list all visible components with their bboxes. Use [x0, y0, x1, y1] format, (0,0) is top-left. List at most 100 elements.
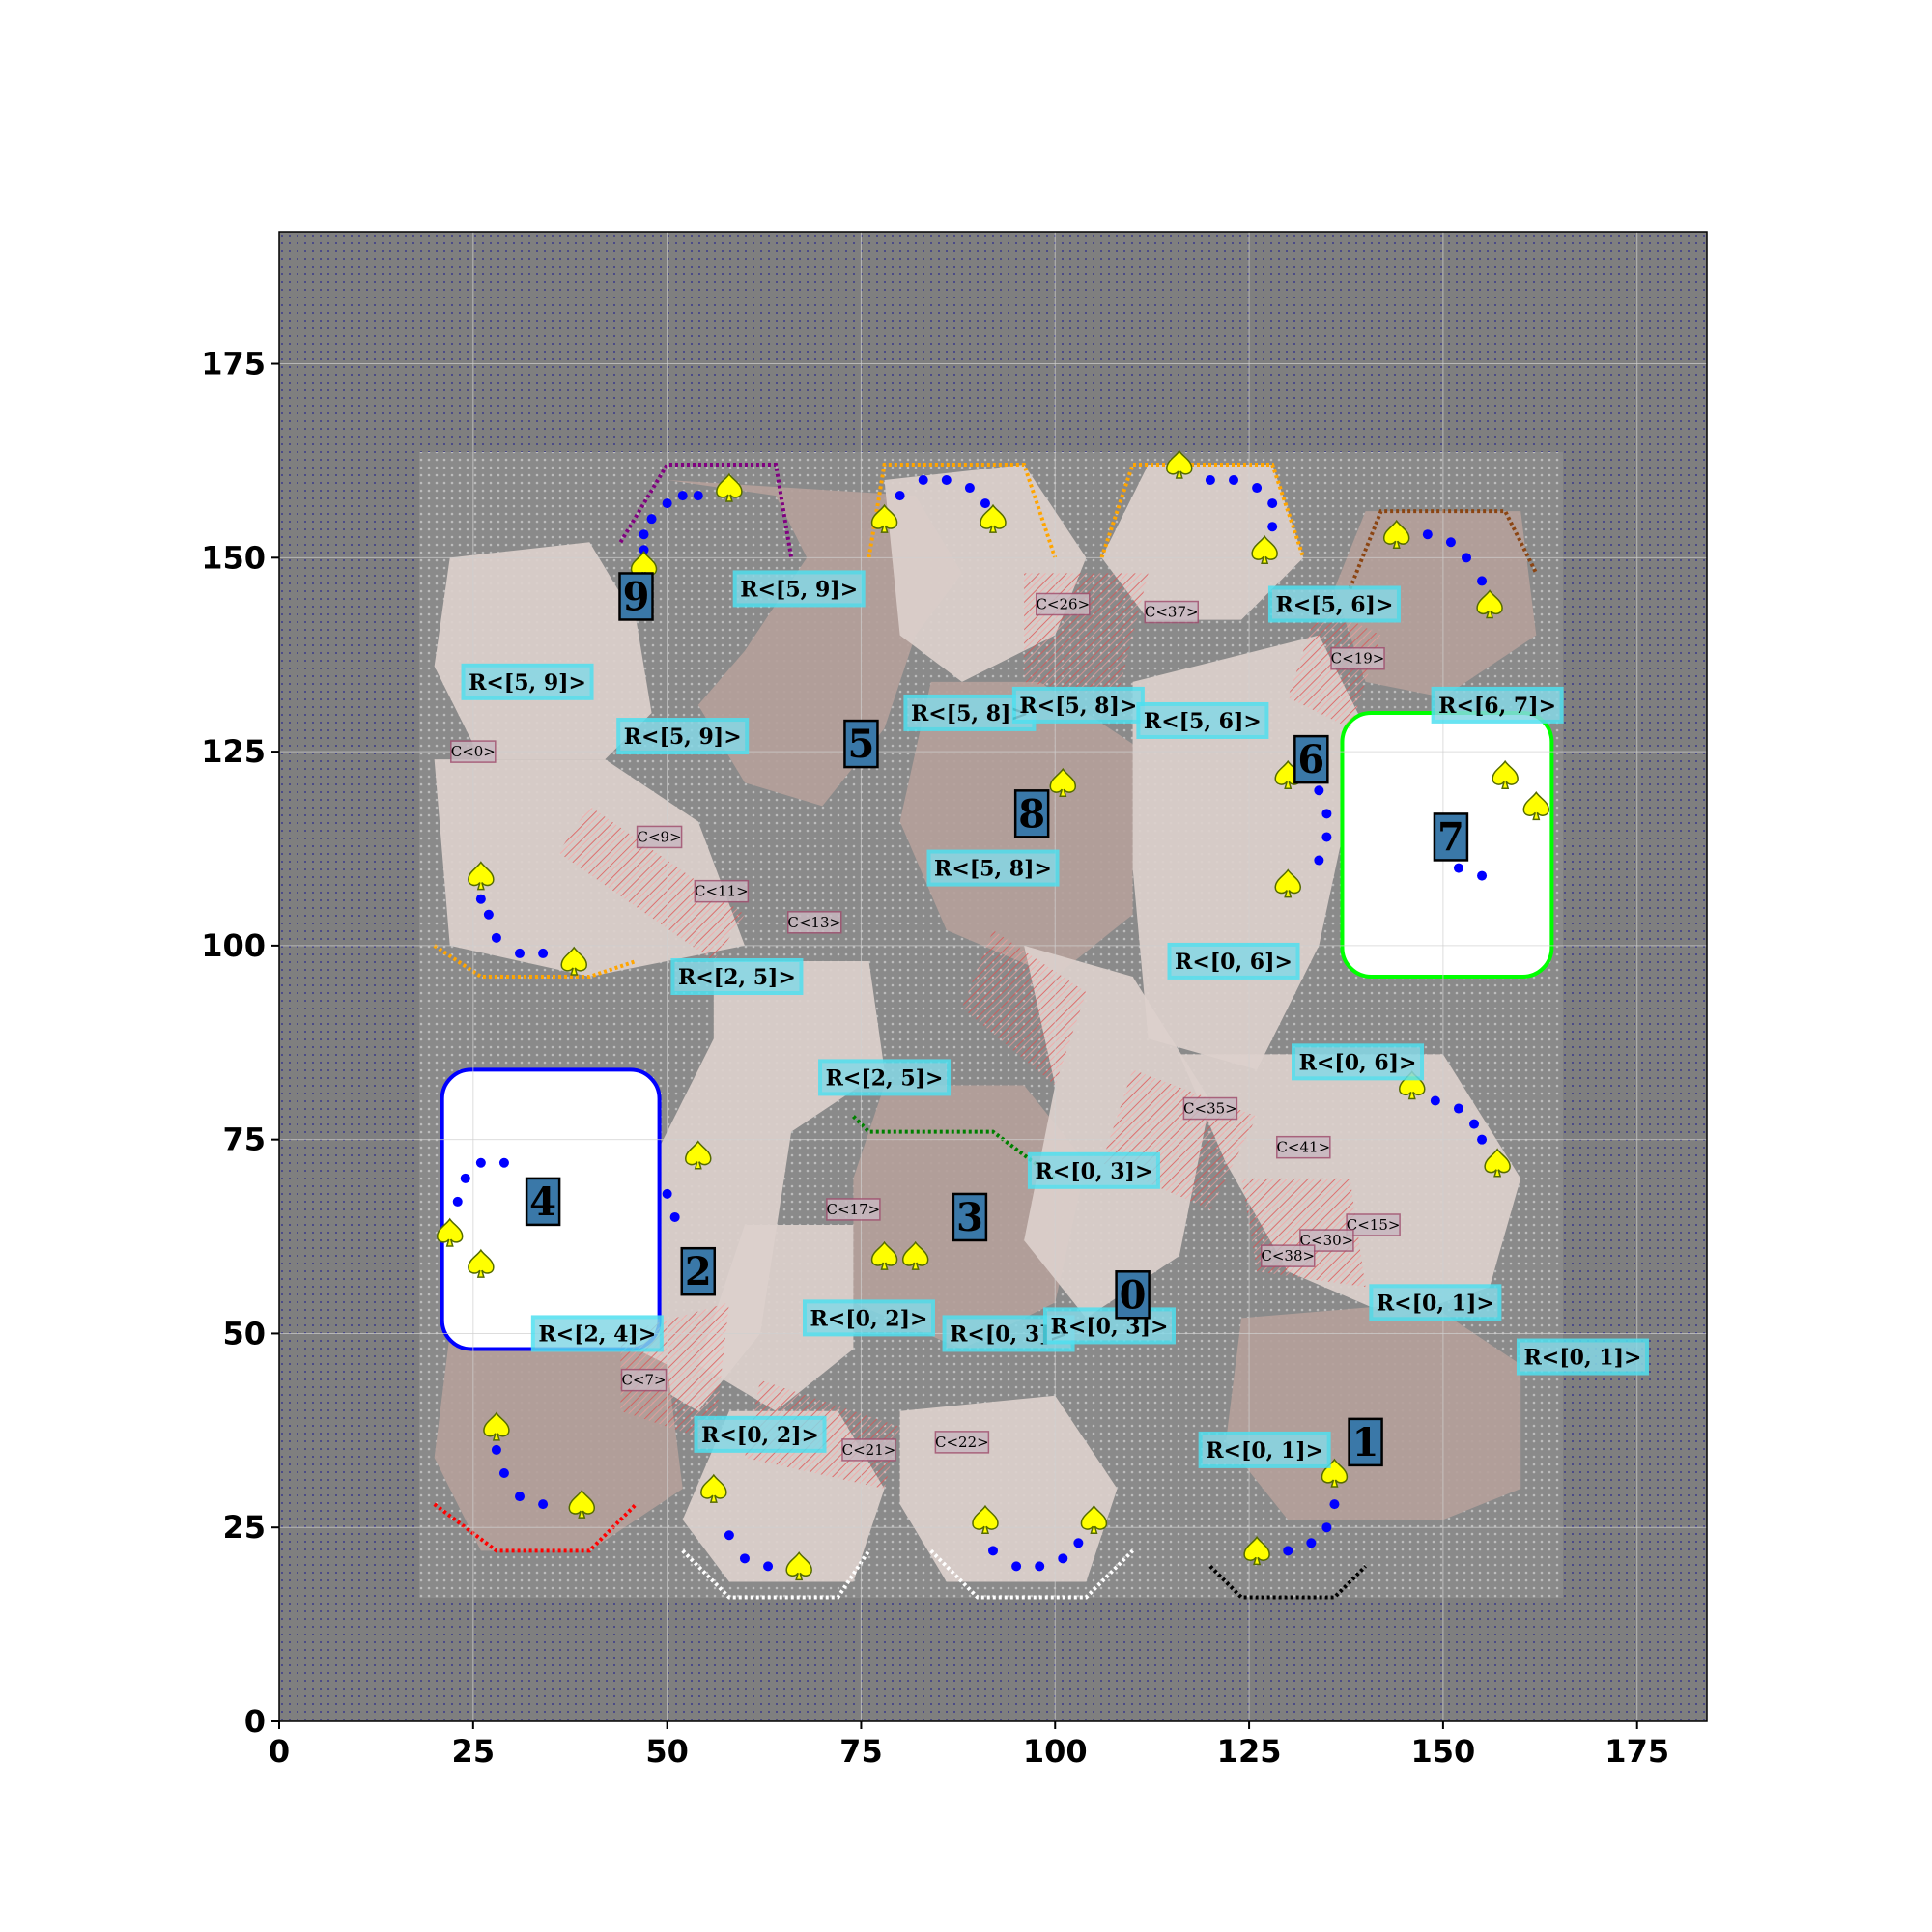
room-number: 5 — [843, 719, 879, 769]
room-numbers: 0 1 2 3 4 5 6 7 8 9 — [525, 572, 1469, 1467]
corridor-label: C<41> — [1276, 1135, 1331, 1159]
path-dot — [1073, 1538, 1084, 1548]
region-label: R<[5, 8]> — [926, 849, 1060, 887]
path-dot — [980, 498, 990, 509]
region-label-box — [616, 718, 750, 755]
region-label-box — [1027, 1151, 1160, 1189]
region-label-box — [802, 1299, 935, 1337]
spade-icon — [468, 861, 495, 891]
region-label: R<[5, 8]> — [1011, 686, 1145, 724]
x-tick-label: 0 — [269, 1733, 290, 1770]
room-number-text: 4 — [529, 1179, 556, 1225]
region-label-box — [926, 849, 1060, 887]
spade-icon — [1522, 790, 1550, 821]
room-number-box — [680, 1246, 717, 1296]
path-dot — [677, 491, 688, 501]
spade-icon — [1166, 449, 1193, 479]
corridor-label: C<9> — [636, 825, 683, 849]
floor-region — [434, 542, 652, 760]
room-number: 3 — [952, 1192, 988, 1242]
y-tick-label: 175 — [201, 346, 266, 383]
x-tick-label: 75 — [839, 1733, 883, 1770]
path-dot — [763, 1561, 774, 1572]
region-label: R<[0, 6]> — [1167, 942, 1300, 980]
path-dot — [1329, 1499, 1340, 1510]
x-tick-label: 150 — [1410, 1733, 1475, 1770]
axes-frame — [278, 231, 1708, 1722]
path-dot — [941, 475, 952, 485]
path-dot — [498, 1157, 509, 1168]
corridor-label-text: C<22> — [935, 1434, 989, 1451]
path-dot — [1477, 1134, 1488, 1145]
spade-marker — [972, 1504, 999, 1534]
corridor-label: C<15> — [1346, 1213, 1401, 1236]
spade-icon — [1080, 1504, 1108, 1534]
room-number-text: 1 — [1352, 1420, 1379, 1465]
spade-icon — [785, 1551, 812, 1581]
region-label-box — [530, 1315, 664, 1352]
corridor-label: C<38> — [1260, 1244, 1316, 1267]
path-dot — [1283, 1546, 1293, 1556]
spade-icon — [1251, 534, 1278, 565]
room-number: 6 — [1293, 734, 1329, 784]
corridor-label: C<37> — [1144, 600, 1199, 624]
region-label-box — [1431, 686, 1564, 724]
room-number-text: 2 — [685, 1249, 712, 1294]
corridor-label-text: C<0> — [451, 743, 496, 760]
path-dot — [1035, 1561, 1045, 1572]
x-tick-label: 175 — [1605, 1733, 1669, 1770]
spade-marker — [685, 1140, 712, 1170]
path-dot — [1267, 522, 1278, 532]
path-dot — [1461, 553, 1471, 563]
path-dot — [724, 1530, 734, 1541]
room-number-text: 3 — [956, 1195, 983, 1240]
spade-icon — [1484, 1148, 1511, 1178]
wall-outline — [1099, 462, 1306, 558]
wall-outline — [618, 462, 794, 558]
spade-icon — [1476, 589, 1503, 619]
corridor-label-box — [826, 1198, 881, 1221]
corridor-label-box — [787, 911, 842, 934]
room-number-box — [525, 1177, 561, 1227]
path-dot — [1252, 483, 1263, 494]
spade-icon — [468, 1248, 495, 1278]
path-dot — [1321, 1522, 1332, 1533]
corridor-label-box — [694, 879, 750, 903]
floor-region — [697, 1225, 854, 1411]
region-label-box — [1369, 1284, 1502, 1321]
path-dot — [498, 1468, 509, 1478]
corridor-label-text: C<11> — [695, 883, 749, 900]
path-dot — [739, 1553, 750, 1564]
region-label: R<[0, 3]> — [1042, 1307, 1176, 1345]
room-number: 7 — [1433, 812, 1469, 862]
room-number-box — [1013, 789, 1050, 838]
spade-marker — [785, 1551, 812, 1581]
path-dot — [693, 491, 703, 501]
spade-marker — [468, 1248, 495, 1278]
room-number-box — [952, 1192, 988, 1242]
region-label-box — [461, 663, 594, 700]
path-dot — [1321, 809, 1332, 819]
corridor-label-text: C<13> — [787, 914, 841, 931]
region-label-box — [670, 958, 804, 995]
corridor-label-box — [450, 740, 497, 763]
region-label-text: R<[0, 6]> — [1175, 950, 1293, 975]
room-number-text: 8 — [1018, 791, 1045, 837]
region-label: R<[2, 4]> — [530, 1315, 664, 1352]
region-label: R<[0, 1]> — [1369, 1284, 1502, 1321]
wall-outline — [1208, 1564, 1367, 1600]
y-tick-label: 50 — [222, 1315, 266, 1351]
y-tick-label: 0 — [244, 1703, 266, 1740]
room-number-box — [1115, 1270, 1151, 1320]
path-dot — [491, 1444, 501, 1455]
region-label-text: R<[5, 8]> — [911, 701, 1029, 726]
corridor-label-text: C<41> — [1276, 1139, 1330, 1156]
region-label-text: R<[2, 4]> — [538, 1321, 656, 1347]
region-label-text: R<[5, 8]> — [1019, 694, 1137, 719]
room-number: 4 — [525, 1177, 561, 1227]
room-number-box — [1293, 734, 1329, 784]
markers — [436, 449, 1550, 1581]
path-dot — [452, 1196, 463, 1207]
path-dot — [918, 475, 928, 485]
